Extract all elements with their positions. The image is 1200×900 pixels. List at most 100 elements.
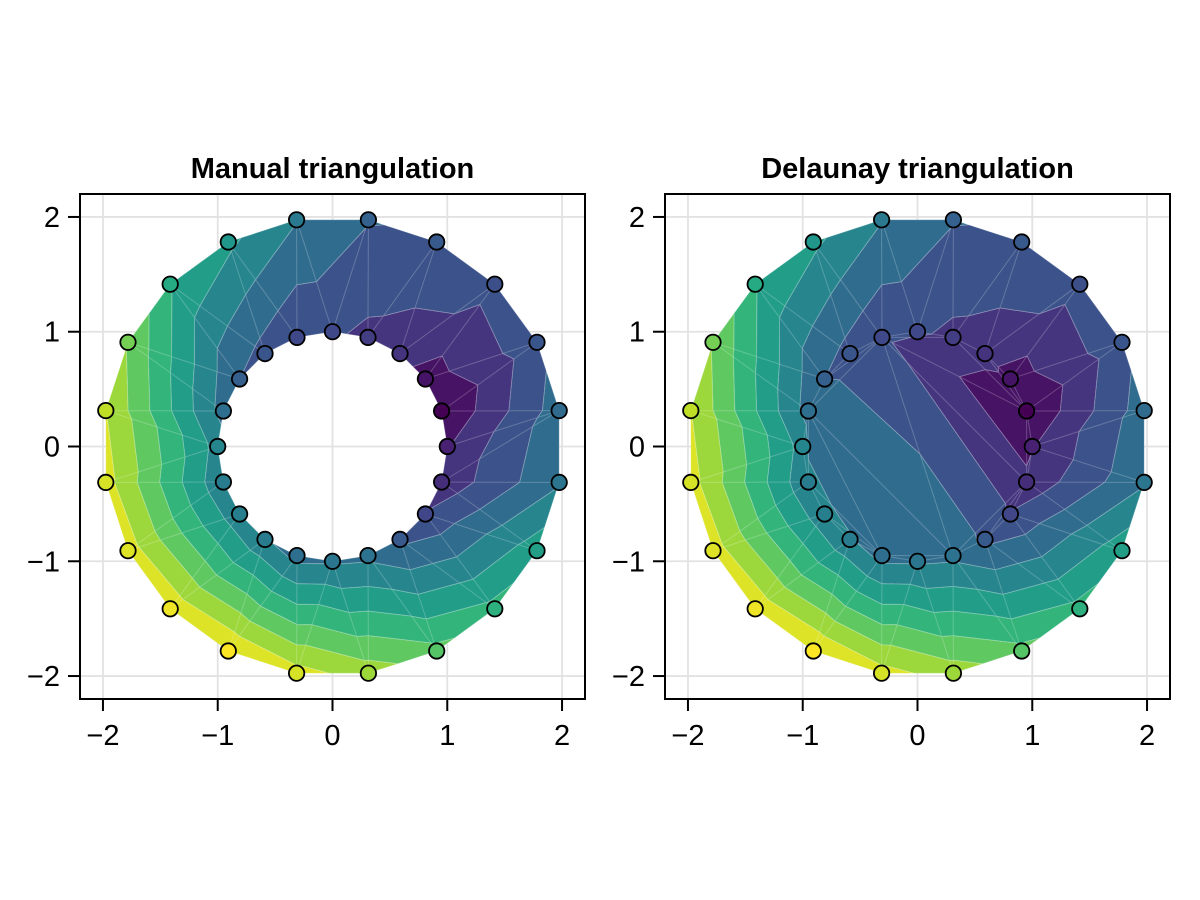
scatter-points — [97, 211, 568, 682]
data-point — [428, 642, 446, 660]
data-point — [841, 344, 859, 363]
data-point — [1135, 473, 1153, 491]
data-point — [799, 473, 818, 491]
data-point — [746, 275, 764, 293]
data-point — [746, 600, 764, 618]
x-tick-label: 1 — [439, 720, 455, 752]
data-point — [704, 333, 722, 351]
data-point — [976, 344, 994, 363]
data-point — [323, 323, 342, 341]
data-point — [359, 664, 377, 682]
left-plot: −2 −1 0 1 2 −2 −1 0 1 2 — [27, 193, 586, 752]
right-plot: −2 −1 0 1 2 −2 −1 0 1 2 — [612, 193, 1171, 752]
x-tick-label: −1 — [201, 720, 234, 752]
x-tick-label: 0 — [324, 720, 340, 752]
data-point — [1135, 401, 1153, 420]
data-point — [944, 328, 962, 346]
data-point — [486, 600, 504, 618]
x-tick-label: 0 — [909, 720, 925, 752]
data-point — [528, 333, 546, 351]
data-point — [287, 664, 306, 682]
data-point — [97, 473, 115, 491]
data-point — [976, 530, 994, 549]
data-point — [550, 401, 568, 420]
right-plot-title: Delaunay triangulation — [761, 153, 1074, 185]
data-point — [1001, 505, 1020, 523]
y-tick-label: −2 — [612, 661, 645, 693]
x-tick-label: 1 — [1024, 720, 1040, 752]
data-point — [119, 333, 137, 351]
data-point — [704, 542, 722, 560]
data-point — [1113, 542, 1131, 560]
data-point — [161, 275, 179, 293]
data-point — [359, 546, 377, 565]
data-point — [432, 473, 451, 491]
data-point — [804, 642, 822, 660]
data-point — [1013, 233, 1031, 251]
x-tick-label: 2 — [554, 720, 570, 752]
data-point — [359, 328, 377, 346]
data-point — [1017, 402, 1036, 420]
y-tick-label: 1 — [629, 317, 645, 349]
data-point — [944, 211, 963, 229]
data-point — [486, 275, 504, 293]
x-tick-label: −1 — [786, 720, 819, 752]
data-point — [391, 530, 409, 549]
y-tick-label: 2 — [44, 202, 60, 234]
data-point — [794, 437, 812, 456]
data-point — [944, 546, 962, 565]
data-point — [872, 664, 891, 682]
data-point — [288, 328, 306, 346]
ticks — [653, 215, 1149, 711]
data-point — [209, 437, 227, 456]
data-point — [287, 211, 306, 229]
data-point — [682, 401, 700, 420]
data-point — [416, 370, 434, 388]
data-point — [219, 642, 237, 660]
data-point — [214, 473, 232, 491]
data-point — [438, 437, 456, 456]
data-point — [1017, 473, 1036, 491]
data-point — [214, 402, 232, 420]
data-point — [231, 370, 249, 388]
scatter-points — [682, 211, 1153, 682]
data-point — [359, 211, 377, 229]
y-tick-label: 1 — [44, 317, 60, 349]
data-point — [161, 600, 179, 618]
data-point — [908, 552, 927, 570]
data-point — [815, 370, 834, 388]
data-point — [256, 344, 274, 363]
y-tick-label: −1 — [27, 546, 60, 578]
x-tick-label: −2 — [671, 720, 704, 752]
y-tick-label: 2 — [629, 202, 645, 234]
data-point — [550, 473, 568, 491]
data-point — [908, 323, 927, 341]
data-point — [841, 530, 859, 549]
data-point — [873, 546, 891, 565]
data-point — [528, 542, 546, 560]
y-tick-label: 0 — [44, 432, 60, 464]
x-tick-label: 2 — [1139, 720, 1155, 752]
data-point — [97, 401, 115, 420]
data-point — [1113, 333, 1131, 351]
data-point — [873, 328, 891, 346]
y-tick-label: 0 — [629, 432, 645, 464]
x-tick-label: −2 — [86, 720, 119, 752]
y-tick-label: −1 — [612, 546, 645, 578]
data-point — [1001, 370, 1020, 388]
data-point — [432, 402, 451, 420]
data-point — [1071, 600, 1089, 618]
data-point — [799, 402, 818, 420]
data-point — [1013, 642, 1031, 660]
data-point — [231, 505, 249, 523]
data-point — [815, 505, 834, 523]
data-point — [119, 542, 137, 560]
y-tick-label: −2 — [27, 661, 60, 693]
data-point — [944, 664, 963, 682]
data-point — [1071, 275, 1089, 293]
ticks — [68, 215, 564, 711]
data-point — [391, 344, 409, 363]
data-point — [256, 530, 274, 549]
